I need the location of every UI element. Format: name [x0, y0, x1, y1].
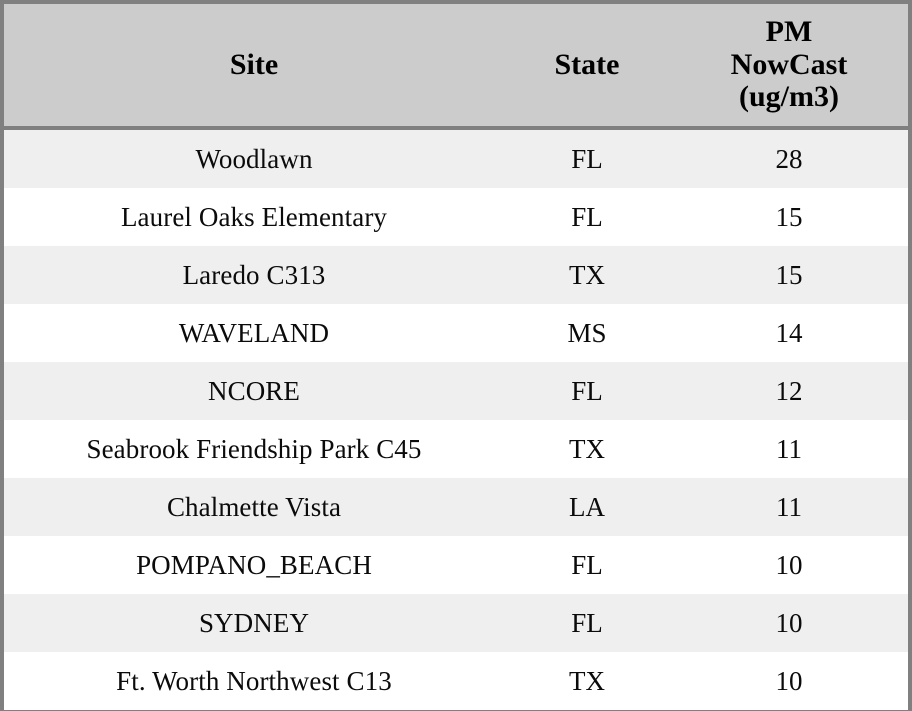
- cell-state: FL: [504, 594, 670, 652]
- cell-state: LA: [504, 478, 670, 536]
- cell-state: FL: [504, 128, 670, 188]
- cell-pm-nowcast: 12: [670, 362, 908, 420]
- table-body: Woodlawn FL 28 Laurel Oaks Elementary FL…: [4, 128, 908, 710]
- table-row[interactable]: Laurel Oaks Elementary FL 15: [4, 188, 908, 246]
- cell-pm-nowcast: 11: [670, 478, 908, 536]
- cell-site: SYDNEY: [4, 594, 504, 652]
- column-header-pm-nowcast-label: PM NowCast (ug/m3): [730, 15, 848, 114]
- table-header: Site State PM NowCast (ug/m3): [4, 4, 908, 130]
- table-row[interactable]: Seabrook Friendship Park C45 TX 11: [4, 420, 908, 478]
- header-row: Site State PM NowCast (ug/m3): [4, 4, 908, 130]
- cell-site: Chalmette Vista: [4, 478, 504, 536]
- cell-state: TX: [504, 652, 670, 710]
- cell-state: FL: [504, 536, 670, 594]
- column-header-state-label: State: [554, 47, 620, 81]
- table-row[interactable]: NCORE FL 12: [4, 362, 908, 420]
- cell-site: Laurel Oaks Elementary: [4, 188, 504, 246]
- cell-pm-nowcast: 15: [670, 246, 908, 304]
- cell-pm-nowcast: 10: [670, 594, 908, 652]
- cell-site: Laredo C313: [4, 246, 504, 304]
- table-row[interactable]: Laredo C313 TX 15: [4, 246, 908, 304]
- column-header-site-label: Site: [229, 47, 279, 81]
- column-header-pm-nowcast[interactable]: PM NowCast (ug/m3): [670, 4, 908, 130]
- cell-pm-nowcast: 28: [670, 128, 908, 188]
- cell-pm-nowcast: 14: [670, 304, 908, 362]
- table-row[interactable]: Chalmette Vista LA 11: [4, 478, 908, 536]
- cell-state: TX: [504, 246, 670, 304]
- cell-site: Ft. Worth Northwest C13: [4, 652, 504, 710]
- table-row[interactable]: POMPANO_BEACH FL 10: [4, 536, 908, 594]
- column-header-site[interactable]: Site: [4, 4, 504, 130]
- table-row[interactable]: SYDNEY FL 10: [4, 594, 908, 652]
- cell-state: FL: [504, 188, 670, 246]
- cell-state: TX: [504, 420, 670, 478]
- cell-state: FL: [504, 362, 670, 420]
- cell-site: Seabrook Friendship Park C45: [4, 420, 504, 478]
- cell-pm-nowcast: 11: [670, 420, 908, 478]
- cell-pm-nowcast: 10: [670, 652, 908, 710]
- cell-pm-nowcast: 10: [670, 536, 908, 594]
- pm-nowcast-table: Site State PM NowCast (ug/m3) Woodlawn F…: [4, 4, 908, 710]
- cell-state: MS: [504, 304, 670, 362]
- table-row[interactable]: Woodlawn FL 28: [4, 128, 908, 188]
- cell-site: WAVELAND: [4, 304, 504, 362]
- table-row[interactable]: Ft. Worth Northwest C13 TX 10: [4, 652, 908, 710]
- table-row[interactable]: WAVELAND MS 14: [4, 304, 908, 362]
- cell-site: NCORE: [4, 362, 504, 420]
- cell-site: POMPANO_BEACH: [4, 536, 504, 594]
- column-header-state[interactable]: State: [504, 4, 670, 130]
- cell-pm-nowcast: 15: [670, 188, 908, 246]
- cell-site: Woodlawn: [4, 128, 504, 188]
